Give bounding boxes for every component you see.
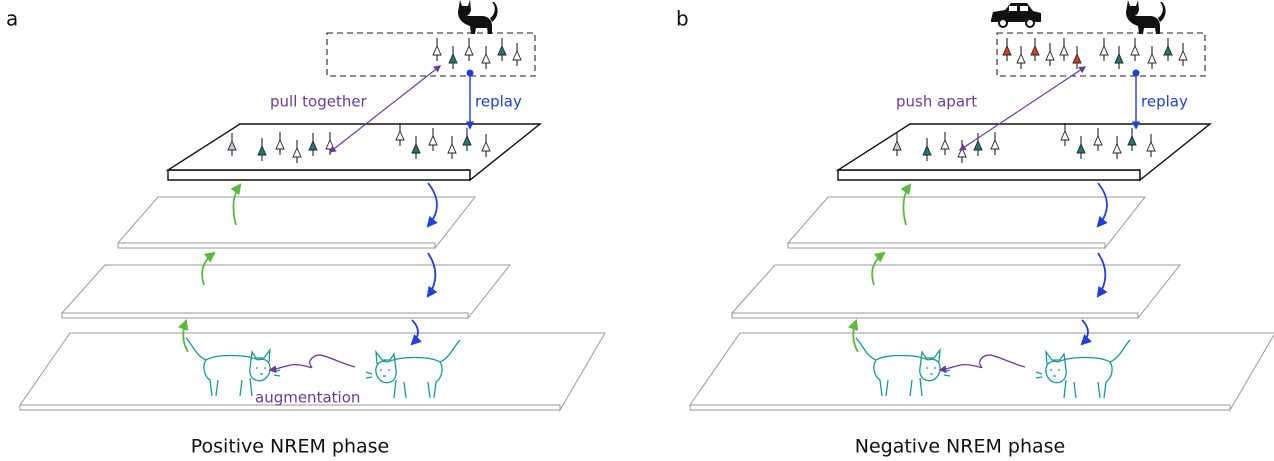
plane-side: [732, 313, 1138, 318]
replay-label: replay: [1141, 93, 1188, 111]
neuron: [433, 46, 441, 55]
replay-label: replay: [475, 93, 522, 111]
neuron: [1148, 54, 1156, 63]
neuron: [482, 54, 490, 63]
neuron: [1031, 46, 1039, 55]
car-window: [1020, 6, 1028, 11]
cat-silhouette: [458, 0, 498, 34]
panel-letter: b: [676, 7, 689, 31]
plane-side: [838, 170, 1140, 180]
plane: [62, 265, 510, 318]
interaction-label: push apart: [896, 93, 977, 111]
plane-side: [62, 313, 468, 318]
plane: [788, 197, 1145, 248]
car-wheel: [999, 19, 1007, 27]
neuron: [1115, 54, 1123, 63]
neuron: [1179, 51, 1187, 60]
car-icon: [991, 3, 1041, 27]
neuron: [1003, 46, 1011, 55]
panel-caption: Negative NREM phase: [855, 436, 1066, 458]
car-body: [991, 3, 1041, 22]
plane-side: [118, 243, 435, 248]
plane: [118, 197, 475, 248]
augmentation-label: augmentation: [255, 389, 360, 407]
neuron: [1060, 46, 1068, 55]
neuron: [498, 46, 506, 55]
plane-side: [690, 405, 1230, 410]
plane-side: [168, 170, 470, 180]
cat-icon: [1126, 0, 1166, 34]
panel-caption: Positive NREM phase: [191, 436, 389, 458]
neuron: [1073, 54, 1081, 63]
panel: a pull together replay augmentation Positive…: [6, 0, 605, 458]
neuron: [1046, 51, 1054, 60]
plane-side: [788, 243, 1105, 248]
neuron: [1100, 46, 1108, 55]
neuron: [465, 46, 473, 55]
neuron: [1017, 54, 1025, 63]
figure: a pull together replay augmentation Positive…: [0, 0, 1274, 461]
neuron: [449, 54, 457, 63]
plane: [732, 265, 1180, 318]
panel: b push apart replay Negative NREM phase: [676, 0, 1274, 458]
cat-silhouette: [1126, 0, 1166, 34]
panel-letter: a: [6, 7, 18, 31]
car-wheel: [1026, 19, 1034, 27]
cat-icon: [458, 0, 498, 34]
car-window: [1009, 6, 1017, 11]
interaction-label: pull together: [270, 93, 368, 111]
neuron: [1164, 46, 1172, 55]
neuron: [513, 51, 521, 60]
neuron: [1131, 46, 1139, 55]
plane: [690, 333, 1274, 410]
